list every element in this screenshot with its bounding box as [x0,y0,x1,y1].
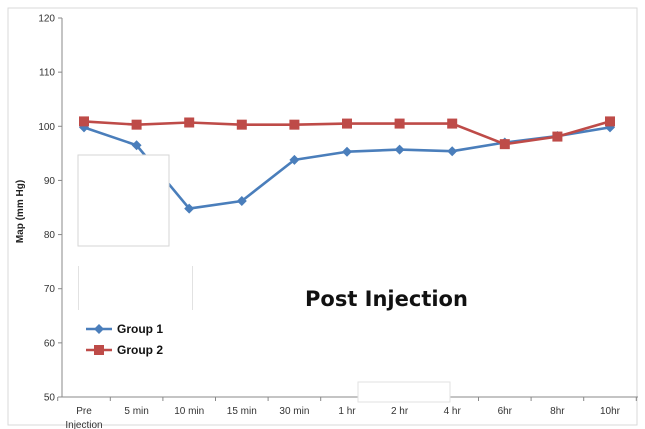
occluding-boxes [77,154,451,403]
legend-label: Group 1 [117,322,163,336]
data-point [447,146,458,157]
data-point [289,154,300,165]
x-tick-label: 5 min [124,406,148,417]
legend-label: Group 2 [117,343,163,357]
white-box-occluder [79,266,192,310]
data-point [131,140,142,151]
x-tick-label: 8hr [550,406,565,417]
y-axis-label: Map (mm Hg) [15,180,26,243]
legend-item: Group 2 [86,343,163,357]
y-tick-label: 110 [39,68,55,79]
data-point [605,116,615,127]
legend-item: Group 1 [86,322,163,336]
y-tick-label: 100 [38,122,55,133]
x-tick-label: 15 min [227,406,257,417]
series-layer [79,116,615,214]
y-tick-label: 50 [44,393,56,404]
data-point [289,119,300,130]
x-axis: Pre Injection 5 min 10 min 15 min 30 min 1 hr 2… [57,396,638,429]
data-point [236,196,247,207]
data-point [79,116,89,127]
legend: Group 1 Group 2 [86,322,163,357]
legend-marker [94,345,104,355]
series-group-2 [79,116,615,150]
x-tick-label: 2 hr [391,406,409,417]
chart-frame [7,7,638,426]
x-tick-label: 30 min [279,406,309,417]
y-tick-label: 60 [44,338,56,349]
data-point [394,118,405,129]
x-tick-label: 6hr [498,406,513,417]
y-tick-label: 90 [44,176,56,187]
data-point [342,146,352,157]
y-tick-label: 70 [44,284,56,295]
data-point [394,144,405,155]
white-box-occluder [77,154,170,247]
y-tick-label: 80 [44,230,56,241]
data-point [552,131,563,142]
post-injection-annotation: Post Injection [305,287,468,311]
y-tick-label: 120 [38,14,55,25]
white-box-occluder [357,381,451,403]
x-tick-label: 4 hr [444,406,462,417]
x-tick-label: Pre Injection [65,406,102,429]
data-point [447,118,458,129]
data-point [131,119,142,130]
data-point [499,139,510,150]
x-tick-label: 10hr [600,406,621,417]
data-point [342,118,352,129]
data-point [184,117,195,128]
legend-marker [94,324,104,334]
x-tick-label: 1 hr [338,406,356,417]
y-axis: 50 60 70 80 90 100 110 120 [38,14,63,404]
data-point [184,203,195,214]
x-tick-label: 10 min [174,406,204,417]
data-point [236,119,247,130]
